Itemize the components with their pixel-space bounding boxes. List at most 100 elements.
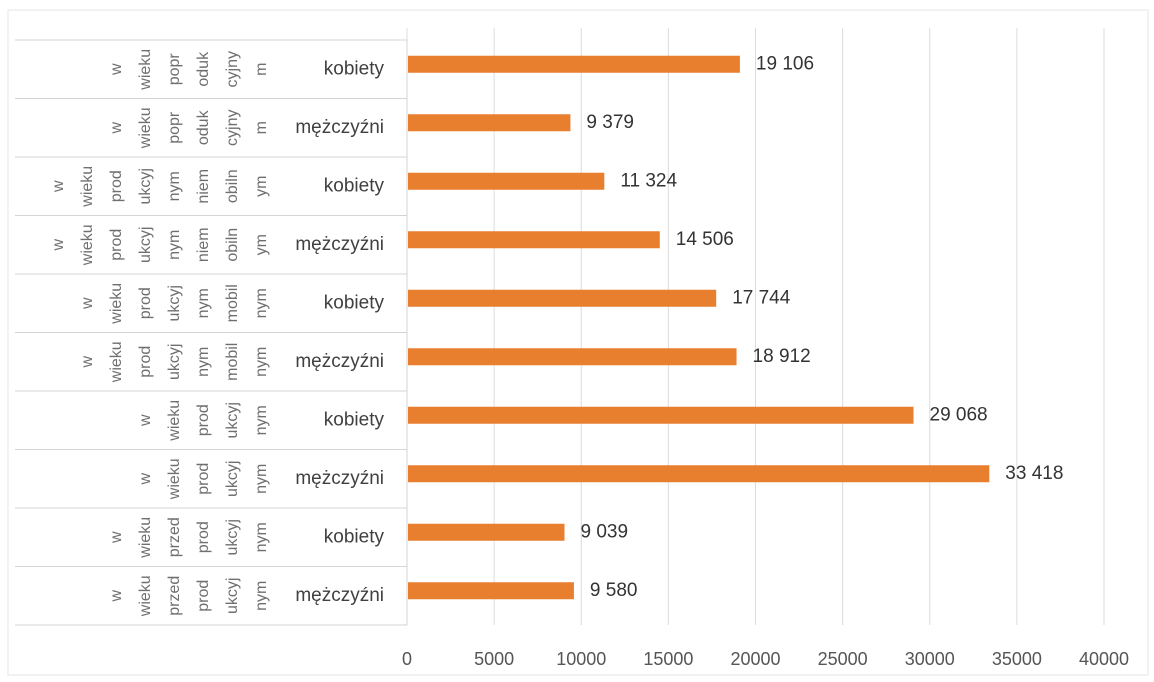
group-label-word: nym — [166, 171, 183, 201]
group-label-word: nym — [253, 522, 270, 552]
bar — [408, 231, 660, 249]
data-label: 9 580 — [590, 580, 638, 601]
category-separators — [15, 39, 408, 626]
data-label: 29 068 — [930, 404, 988, 425]
group-label-word: nym — [195, 347, 212, 377]
category-label: kobiety — [324, 175, 385, 196]
group-label-word: popr — [166, 53, 183, 86]
group-label-word: prod — [108, 229, 125, 261]
data-label: 19 106 — [756, 53, 814, 74]
group-label-word: ukcyj — [224, 461, 241, 497]
group-label-word: wieku — [79, 166, 96, 208]
group-label-word: w — [108, 531, 125, 544]
group-label-word: ukcyj — [224, 519, 241, 555]
group-label-word: w — [50, 180, 67, 193]
group-label-word: ukcyj — [166, 344, 183, 380]
group-label-word: prod — [195, 463, 212, 495]
group-label-word: w — [108, 590, 125, 603]
group-label-word: nym — [253, 581, 270, 611]
category-label: mężczyźni — [295, 117, 384, 138]
bar — [408, 465, 990, 483]
group-label-word: wieku — [137, 575, 154, 617]
x-tick-label: 5000 — [474, 649, 514, 669]
category-label: kobiety — [324, 526, 385, 547]
x-tick-label: 25000 — [818, 649, 868, 669]
group-label-word: ukcyj — [166, 285, 183, 321]
group-label-word: niem — [195, 227, 212, 262]
category-label: kobiety — [324, 409, 385, 430]
bar — [408, 406, 914, 424]
group-label-word: wieku — [108, 341, 125, 383]
group-label-word: przed — [166, 517, 183, 557]
group-label-word: w — [137, 414, 154, 427]
group-label-word: ym — [253, 234, 270, 255]
group-label-word: w — [108, 63, 125, 76]
data-labels: 19 106 9 379 11 324 14 506 17 744 18 912 29 06… — [581, 53, 1064, 601]
group-label-word: nym — [253, 464, 270, 494]
group-label-word: prod — [137, 346, 154, 378]
group-label-word: ukcyj — [137, 227, 154, 263]
data-label: 18 912 — [753, 346, 811, 367]
x-tick-label: 10000 — [556, 649, 606, 669]
group-label-word: wieku — [137, 517, 154, 559]
bar — [408, 114, 571, 132]
data-label: 9 039 — [581, 521, 629, 542]
group-label-word: cyjny — [224, 51, 241, 87]
bar — [408, 348, 737, 366]
group-label-word: nym — [253, 288, 270, 318]
category-label: mężczyźni — [295, 351, 384, 372]
group-label-word: obiln — [224, 169, 241, 203]
category-label: kobiety — [324, 58, 385, 79]
group-label-word: popr — [166, 111, 183, 144]
group-label-word: prod — [137, 287, 154, 319]
group-label-word: prod — [195, 521, 212, 553]
x-tick-label: 40000 — [1079, 649, 1129, 669]
group-label-word: oduk — [195, 109, 212, 145]
group-label-word: m — [253, 121, 270, 134]
group-label-word: mobil — [224, 284, 241, 322]
data-label: 11 324 — [620, 170, 677, 191]
category-label: mężczyźni — [295, 234, 384, 255]
category-label: mężczyźni — [295, 585, 384, 606]
group-label-word: prod — [195, 580, 212, 612]
group-label-word: nym — [253, 405, 270, 435]
group-label-word: obiln — [224, 228, 241, 262]
x-axis-tick-labels: 0 5000 10000 15000 20000 25000 30000 35000 40000 — [402, 649, 1129, 669]
data-label: 17 744 — [732, 287, 791, 308]
bar — [408, 172, 605, 190]
group-label-word: cyjny — [224, 110, 241, 146]
group-label-word: wieku — [166, 400, 183, 442]
group-label-word: wieku — [137, 49, 154, 91]
bar — [408, 55, 740, 73]
group-label-word: ukcyj — [224, 402, 241, 438]
group-label-word: w — [79, 297, 96, 310]
group-label-word: oduk — [195, 51, 212, 87]
group-label-word: m — [253, 63, 270, 76]
group-label-word: przed — [166, 576, 183, 616]
data-label: 14 506 — [676, 229, 734, 250]
category-labels: kobiety mężczyźni kobiety mężczyźni kobiety m… — [295, 58, 384, 606]
x-tick-label: 20000 — [730, 649, 780, 669]
group-label-word: w — [79, 356, 96, 369]
group-label-word: wieku — [108, 283, 125, 325]
group-label-word: prod — [195, 404, 212, 436]
group-label-word: nym — [195, 288, 212, 318]
group-label-word: w — [50, 239, 67, 252]
bars — [408, 55, 990, 600]
group-label-word: prod — [108, 170, 125, 202]
group-label-word: w — [137, 473, 154, 486]
group-label-word: niem — [195, 169, 212, 204]
data-label: 9 379 — [586, 112, 634, 133]
group-label-word: ukcyj — [224, 578, 241, 614]
group-label-word: ym — [253, 176, 270, 197]
bar — [408, 289, 717, 307]
bar — [408, 523, 565, 541]
x-tick-label: 0 — [402, 649, 412, 669]
category-label: kobiety — [324, 292, 385, 313]
data-label: 33 418 — [1005, 463, 1063, 484]
group-label-word: nym — [253, 347, 270, 377]
group-label-word: wieku — [79, 224, 96, 266]
chart-frame — [7, 9, 1149, 676]
group-label-word: w — [108, 122, 125, 135]
